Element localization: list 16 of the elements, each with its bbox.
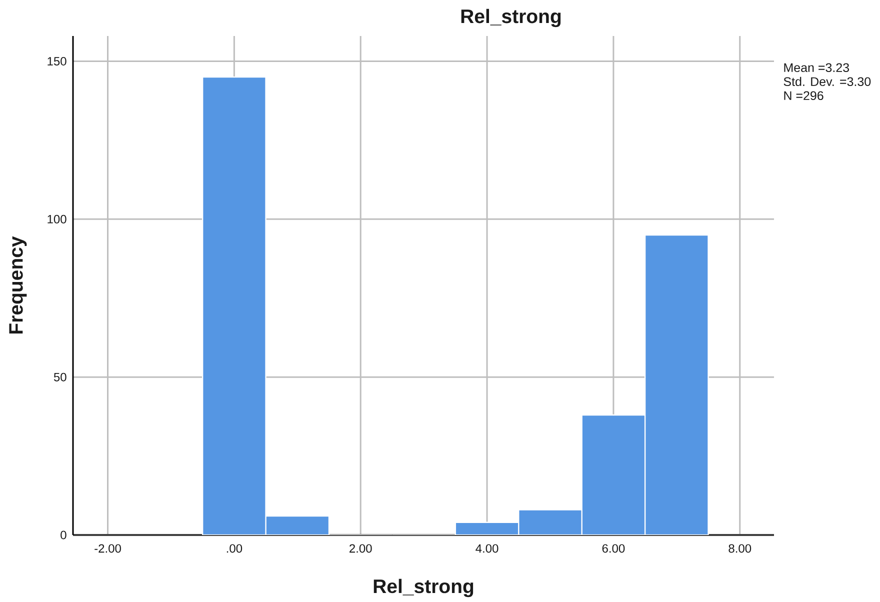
- y-tick-label: 50: [54, 372, 66, 382]
- text: Std. Dev. =3.30: [784, 76, 871, 86]
- x-tick-label: -2.00: [94, 544, 121, 553]
- y-tick-label: 0: [60, 530, 66, 540]
- y-axis-title: Frequency: [9, 236, 27, 334]
- x-tick-label: .00: [226, 544, 242, 553]
- x-tick-label: 2.00: [350, 544, 372, 553]
- x-tick-label: 4.00: [476, 544, 498, 553]
- x-axis-title: Rel_strong: [374, 578, 474, 598]
- chart-title: Rel_strong: [461, 8, 561, 28]
- y-tick-label: 150: [48, 57, 66, 66]
- text: N =296: [784, 91, 824, 100]
- text: Mean =3.23: [784, 63, 850, 72]
- y-tick-label: 100: [48, 214, 66, 224]
- x-tick-label: 6.00: [602, 544, 625, 553]
- x-tick-label: 8.00: [728, 544, 752, 553]
